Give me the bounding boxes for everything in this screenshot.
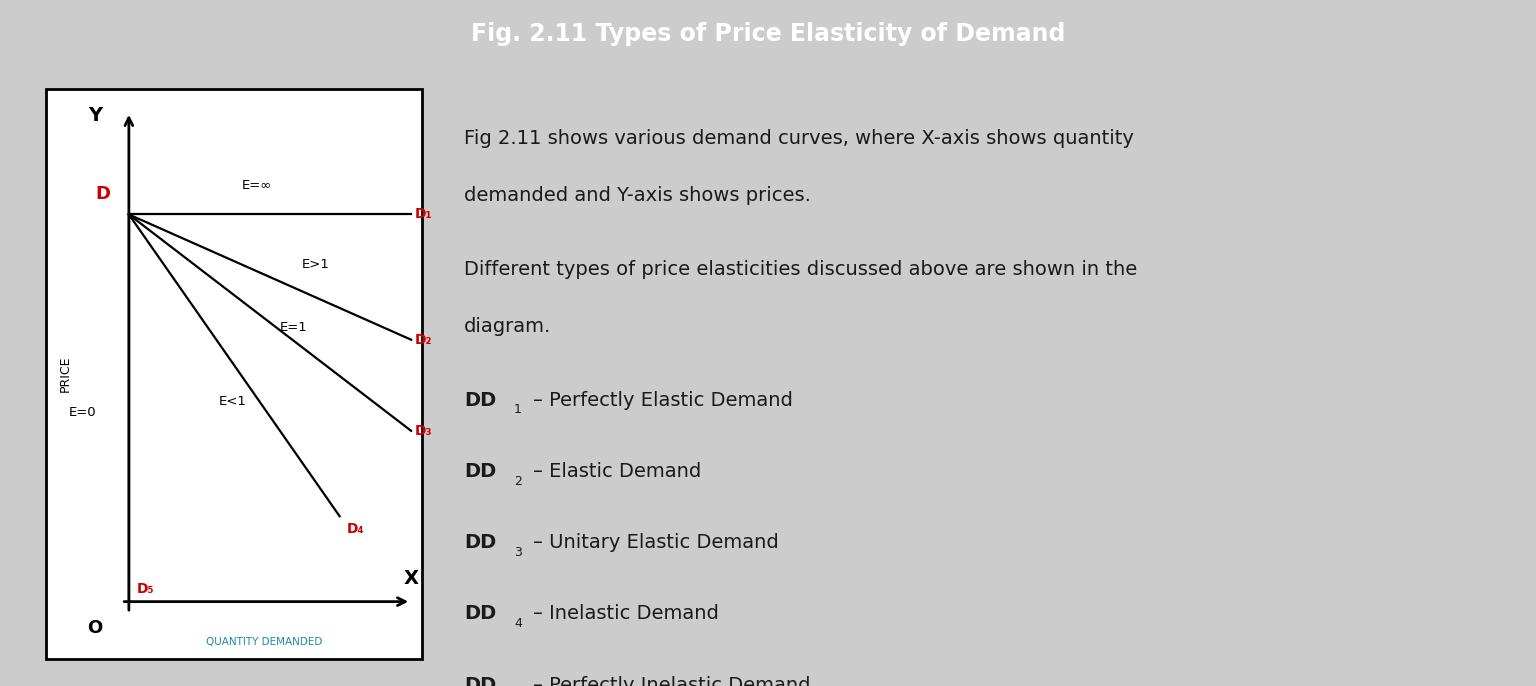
Text: E=1: E=1: [280, 321, 307, 334]
Text: DD: DD: [464, 676, 496, 686]
Text: 1: 1: [515, 403, 522, 416]
Text: 4: 4: [515, 617, 522, 630]
Text: D: D: [95, 185, 111, 203]
Text: D₂: D₂: [415, 333, 432, 346]
Text: demanded and Y-axis shows prices.: demanded and Y-axis shows prices.: [464, 186, 811, 205]
Text: QUANTITY DEMANDED: QUANTITY DEMANDED: [206, 637, 323, 647]
Text: DD: DD: [464, 462, 496, 481]
Text: 2: 2: [515, 475, 522, 488]
Text: O: O: [88, 619, 103, 637]
Text: Different types of price elasticities discussed above are shown in the: Different types of price elasticities di…: [464, 260, 1137, 279]
Text: D₃: D₃: [415, 424, 432, 438]
Text: E=∞: E=∞: [241, 178, 272, 191]
Text: – Perfectly Elastic Demand: – Perfectly Elastic Demand: [533, 391, 793, 410]
Text: Fig. 2.11 Types of Price Elasticity of Demand: Fig. 2.11 Types of Price Elasticity of D…: [472, 23, 1064, 46]
Text: – Inelastic Demand: – Inelastic Demand: [533, 604, 719, 624]
Text: E<1: E<1: [220, 395, 247, 408]
Text: D₄: D₄: [347, 522, 364, 536]
Text: – Perfectly Inelastic Demand: – Perfectly Inelastic Demand: [533, 676, 811, 686]
Text: PRICE: PRICE: [58, 355, 71, 392]
Text: DD: DD: [464, 533, 496, 552]
Text: D₁: D₁: [415, 207, 433, 222]
Text: X: X: [404, 569, 419, 589]
Text: – Elastic Demand: – Elastic Demand: [533, 462, 702, 481]
Text: DD: DD: [464, 391, 496, 410]
Text: E=0: E=0: [69, 406, 97, 419]
Text: – Unitary Elastic Demand: – Unitary Elastic Demand: [533, 533, 779, 552]
Text: 3: 3: [515, 546, 522, 559]
Text: DD: DD: [464, 604, 496, 624]
Text: E>1: E>1: [303, 259, 330, 272]
Text: diagram.: diagram.: [464, 317, 551, 336]
Text: Y: Y: [88, 106, 101, 126]
Text: D₅: D₅: [137, 582, 154, 596]
Text: Fig 2.11 shows various demand curves, where X-axis shows quantity: Fig 2.11 shows various demand curves, wh…: [464, 129, 1134, 148]
